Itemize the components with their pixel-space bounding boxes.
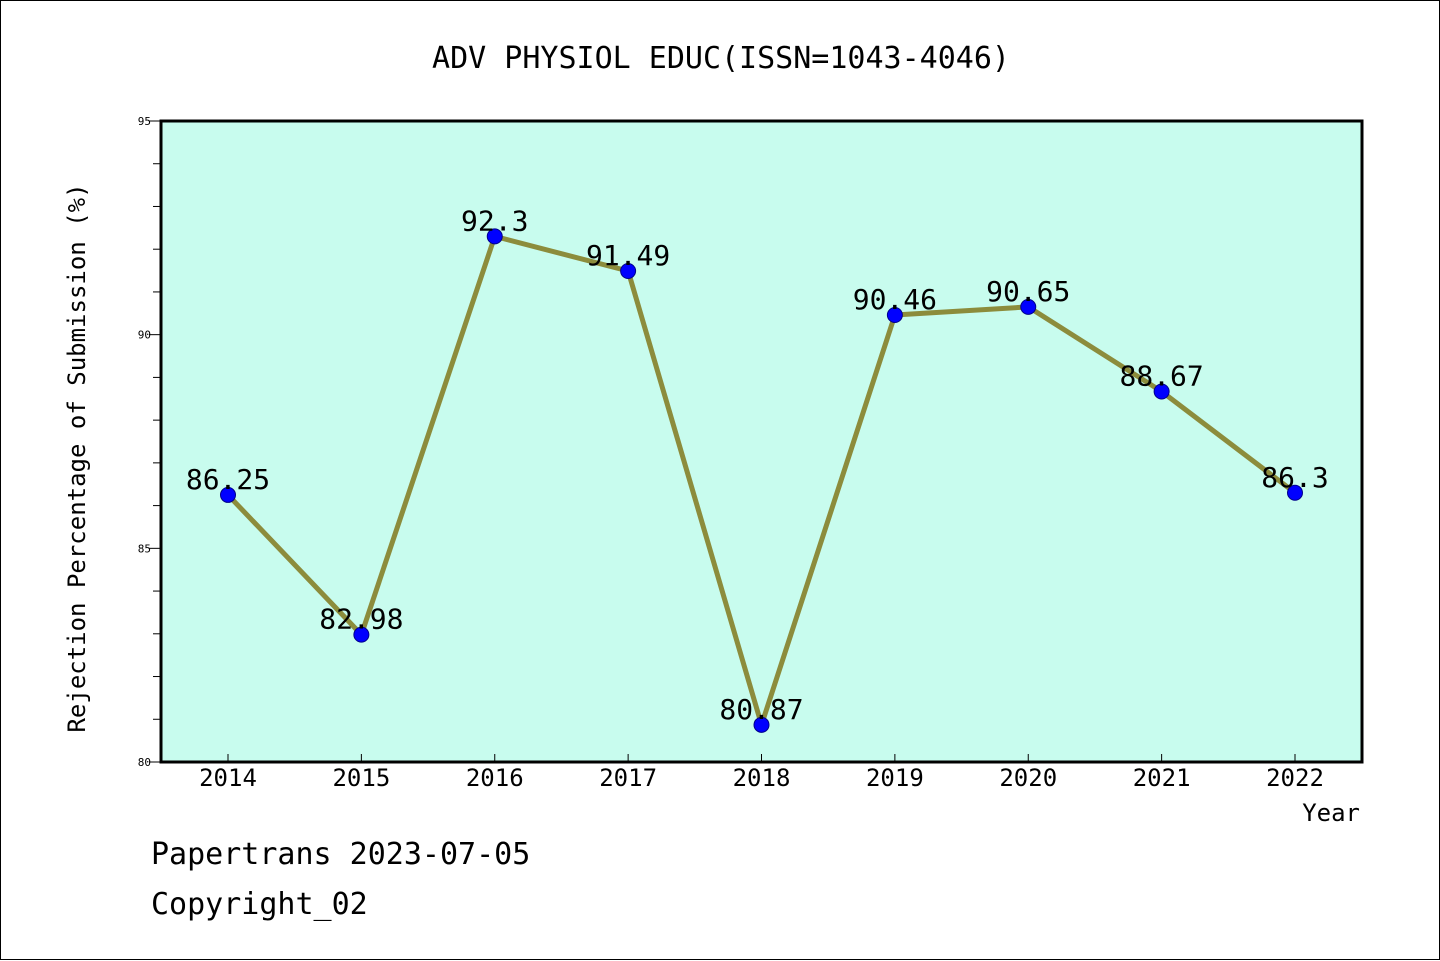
data-label: 86.25: [186, 463, 270, 496]
data-point: [753, 716, 770, 733]
footer-date-text: Papertrans 2023-07-05: [151, 837, 531, 872]
x-tick-label: 2016: [466, 764, 524, 792]
data-label: 92.3: [461, 204, 528, 237]
x-tick-label: 2021: [1133, 764, 1191, 792]
data-label: 91.49: [586, 239, 670, 272]
x-tick-label: 2022: [1266, 764, 1324, 792]
data-label: 80.87: [719, 693, 803, 726]
data-point: [1287, 484, 1303, 501]
x-axis-label: Year: [1302, 799, 1360, 827]
data-point: [1020, 298, 1037, 315]
x-tick-label: 2017: [599, 764, 657, 792]
y-tick-label: 85: [138, 542, 151, 555]
data-point: [886, 307, 903, 324]
data-label: 90.65: [986, 275, 1070, 308]
plot-area: [159, 119, 1364, 764]
x-tick-label: 2014: [199, 764, 257, 792]
y-tick-label: 80: [138, 756, 151, 769]
data-label: 88.67: [1119, 360, 1203, 393]
x-tick-label: 2020: [999, 764, 1057, 792]
x-tick-label: 2018: [733, 764, 791, 792]
data-label: 90.46: [853, 283, 937, 316]
footer-copyright-text: Copyright_02: [151, 887, 368, 922]
data-point: [1153, 383, 1170, 400]
data-label: 82.98: [319, 603, 403, 636]
data-point: [353, 626, 370, 643]
y-tick-label: 95: [138, 115, 151, 128]
x-axis: 2014 2015 2016 2017 2018 2019 2020 2021 2022: [199, 754, 1324, 792]
y-axis: 80 85 90 95: [138, 115, 161, 769]
y-axis-label: Rejection Percentage of Submission (%): [63, 183, 91, 732]
data-point: [486, 228, 503, 245]
x-tick-label: 2015: [332, 764, 390, 792]
x-tick-label: 2019: [866, 764, 924, 792]
data-point: [620, 262, 637, 279]
chart-title: ADV PHYSIOL EDUC(ISSN=1043-4046): [432, 41, 1010, 76]
data-label: 86.3: [1261, 461, 1328, 494]
y-tick-label: 90: [138, 329, 151, 342]
series-rejection: 86.25 82.98 92.3 91.49 80.87 90.46 90.65 88.67 8…: [186, 204, 1329, 733]
data-point: [220, 486, 236, 503]
